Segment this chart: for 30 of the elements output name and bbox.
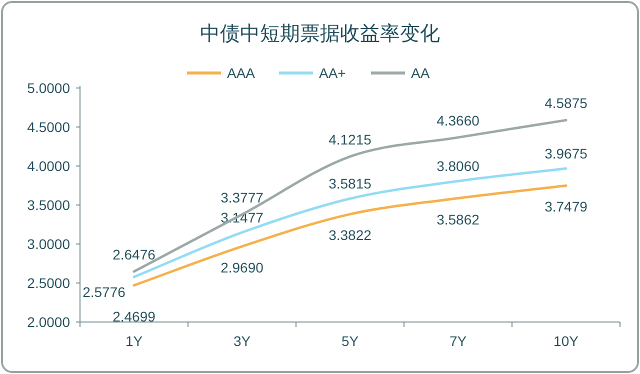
data-label: 3.5815: [328, 176, 372, 192]
chart-title: 中债中短期票据收益率变化: [200, 23, 440, 45]
data-label: 4.5875: [544, 95, 588, 112]
x-tick-label: 7Y: [449, 333, 468, 349]
y-tick-label: 4.5000: [27, 119, 70, 135]
y-tick-label: 2.5000: [27, 275, 70, 291]
x-tick-label: 5Y: [341, 333, 360, 349]
x-tick-label: 3Y: [233, 333, 252, 349]
x-tick-label: 1Y: [125, 333, 144, 349]
legend-label: AA: [411, 65, 430, 81]
y-tick-label: 3.5000: [27, 197, 70, 213]
data-label: 2.9690: [220, 259, 264, 276]
data-label: 3.8060: [436, 158, 480, 174]
data-label: 3.5862: [436, 211, 480, 228]
y-tick-label: 4.0000: [27, 158, 70, 174]
legend-label: AAA: [227, 65, 256, 81]
data-label: 2.4699: [112, 308, 156, 324]
data-label: 3.3777: [220, 190, 264, 206]
data-label: 4.1215: [328, 132, 372, 148]
data-label: 2.5776: [82, 284, 126, 300]
legend-label: AA+: [319, 65, 346, 81]
data-label: 4.3660: [436, 112, 480, 128]
data-label: 3.7479: [544, 198, 588, 215]
data-label: 3.9675: [544, 146, 588, 162]
x-tick-label: 10Y: [554, 333, 580, 349]
y-tick-label: 2.0000: [27, 314, 70, 330]
data-label: 2.6476: [112, 246, 156, 262]
data-label: 3.3822: [328, 227, 372, 244]
y-tick-label: 5.0000: [27, 80, 70, 96]
y-tick-label: 3.0000: [27, 236, 70, 252]
